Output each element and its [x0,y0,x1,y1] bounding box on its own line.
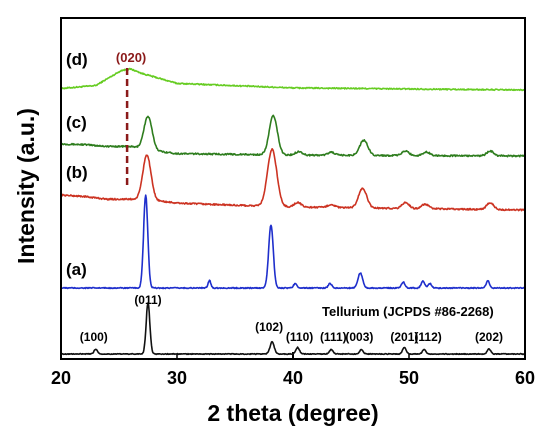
peak-label-3: (110) [286,330,313,344]
peak-label-5: (003) [345,330,373,344]
peak-label-0: (100) [80,330,108,344]
series-line-5 [60,302,526,356]
annotation-label: (020) [116,50,146,65]
peak-label-1: (011) [134,293,161,307]
x-tick-label-40: 40 [283,368,303,388]
reference-title: Tellurium (JCPDS #86-2268) [322,304,494,319]
peak-label-4: (111) [320,330,347,344]
series-line-1 [60,67,526,92]
series-line-2 [60,114,526,158]
plot-frame [60,17,526,360]
series-label-a: (a) [66,260,87,279]
peak-label-7: (112) [414,330,441,344]
series-label-b: (b) [66,163,88,182]
peak-label-6: (201) [390,330,418,344]
peak-label-2: (102) [255,320,283,334]
x-tick-label-30: 30 [167,368,187,388]
reference-peak-labels: (100) (011) (102)(110) (111)(003) (201)(112)… [80,293,503,344]
series-group [60,67,526,356]
x-tick-labels: 20 30 40 50 60 [51,368,535,388]
series-line-4 [60,194,526,290]
series-labels: (d) (c) (b) (a) [66,50,88,279]
y-axis-title: Intensity (a.u.) [13,108,39,264]
x-tick-label-50: 50 [399,368,419,388]
annotation-020: (020) [116,50,146,187]
series-label-c: (c) [66,113,87,132]
series-line-3 [60,148,526,212]
x-axis-title: 2 theta (degree) [207,400,378,426]
x-tick-label-20: 20 [51,368,71,388]
series-label-d: (d) [66,50,88,69]
peak-label-8: (202) [475,330,503,344]
x-tick-label-60: 60 [515,368,535,388]
